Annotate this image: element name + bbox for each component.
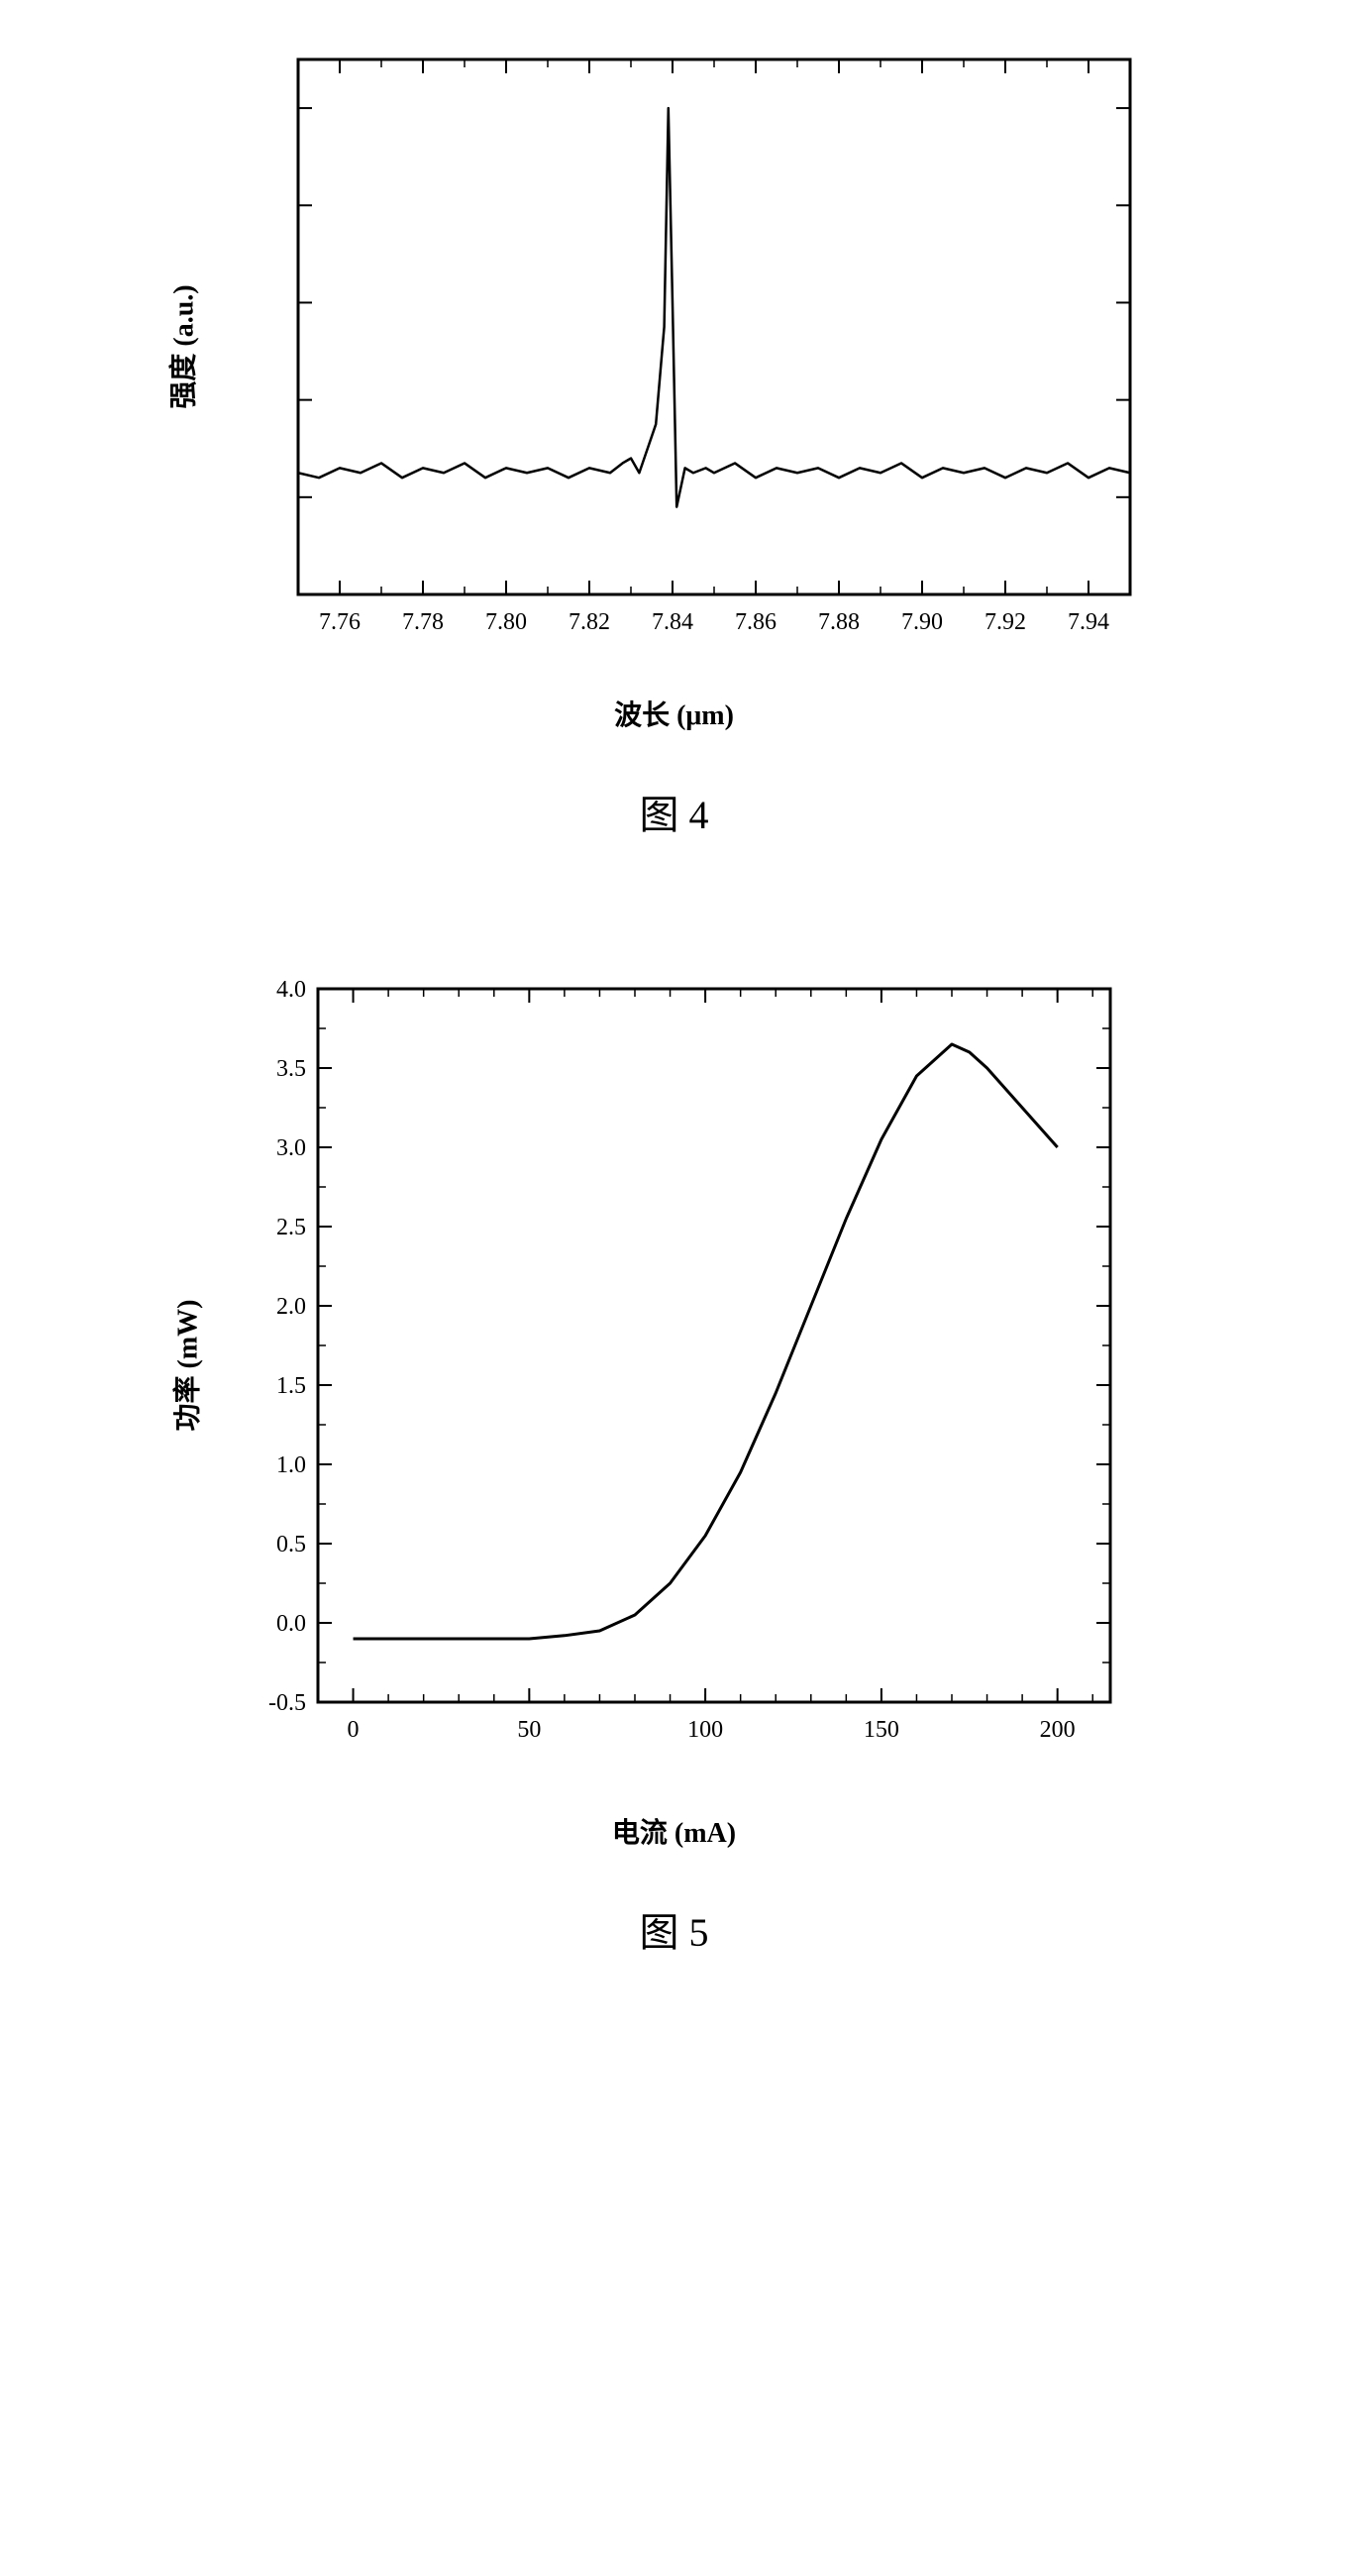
svg-text:-0.5: -0.5 xyxy=(268,1690,306,1716)
svg-text:7.84: 7.84 xyxy=(652,609,693,635)
figure-5-caption: 图 5 xyxy=(640,1900,709,1958)
figure-5-container: 0 50 100 150 200 -0.5 0.0 0.5 1.0 1.5 2.0 2.5 3.0 3.5… xyxy=(40,959,1308,1958)
figure-4-caption: 图 4 xyxy=(640,783,709,840)
svg-text:0.5: 0.5 xyxy=(276,1532,306,1557)
svg-text:7.76: 7.76 xyxy=(319,609,361,635)
figure-4-svg: 7.76 7.78 7.80 7.82 7.84 7.86 7.88 7.90 7.92 7.94 xyxy=(189,40,1160,654)
svg-text:3.5: 3.5 xyxy=(276,1056,306,1082)
svg-text:7.78: 7.78 xyxy=(402,609,444,635)
svg-text:100: 100 xyxy=(687,1717,723,1743)
fig4-xlabel: 波长 (μm) xyxy=(614,694,734,733)
svg-text:200: 200 xyxy=(1039,1717,1075,1743)
svg-text:7.88: 7.88 xyxy=(818,609,860,635)
svg-text:2.0: 2.0 xyxy=(276,1294,306,1320)
figure-4-container: 7.76 7.78 7.80 7.82 7.84 7.86 7.88 7.90 7.92 7.94… xyxy=(40,40,1308,840)
figure-5-svg: 0 50 100 150 200 -0.5 0.0 0.5 1.0 1.5 2.0 2.5 3.0 3.5… xyxy=(189,959,1160,1771)
svg-text:7.82: 7.82 xyxy=(569,609,610,635)
svg-text:0.0: 0.0 xyxy=(276,1611,306,1637)
svg-text:50: 50 xyxy=(517,1717,541,1743)
svg-text:7.86: 7.86 xyxy=(735,609,777,635)
svg-text:150: 150 xyxy=(863,1717,898,1743)
fig4-ylabel: 强度 (a.u.) xyxy=(161,284,201,408)
svg-text:3.0: 3.0 xyxy=(276,1135,306,1161)
svg-text:2.5: 2.5 xyxy=(276,1215,306,1240)
figure-5-chart: 0 50 100 150 200 -0.5 0.0 0.5 1.0 1.5 2.0 2.5 3.0 3.5… xyxy=(189,959,1160,1771)
svg-text:0: 0 xyxy=(347,1717,359,1743)
svg-text:1.5: 1.5 xyxy=(276,1373,306,1399)
svg-text:7.92: 7.92 xyxy=(985,609,1026,635)
svg-text:4.0: 4.0 xyxy=(276,977,306,1003)
svg-text:1.0: 1.0 xyxy=(276,1452,306,1478)
svg-text:7.80: 7.80 xyxy=(485,609,527,635)
svg-text:7.94: 7.94 xyxy=(1068,609,1109,635)
fig5-xlabel: 电流 (mA) xyxy=(612,1811,736,1851)
svg-text:7.90: 7.90 xyxy=(901,609,943,635)
fig5-ylabel: 功率 (mW) xyxy=(165,1300,205,1432)
figure-4-chart: 7.76 7.78 7.80 7.82 7.84 7.86 7.88 7.90 7.92 7.94… xyxy=(189,40,1160,654)
